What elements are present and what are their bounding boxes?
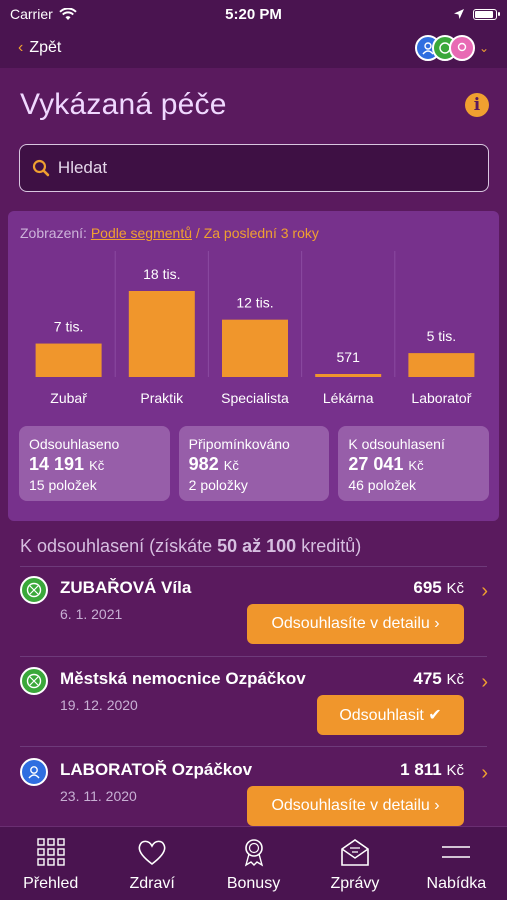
menu-icon xyxy=(442,846,471,858)
chart-bar[interactable] xyxy=(35,343,102,377)
bar-value-label: 5 tis. xyxy=(427,328,457,344)
profile-switcher[interactable]: ⌄ xyxy=(414,35,489,61)
back-label: Zpět xyxy=(29,39,62,56)
divider xyxy=(20,566,487,567)
detail-approve-button[interactable]: Odsouhlasíte v detailu › xyxy=(247,604,464,644)
item-date: 6. 1. 2021 xyxy=(60,606,123,622)
list-item[interactable]: LABORATOŘ Ozpáčkov 23. 11. 2020 1 811 Kč… xyxy=(0,758,507,848)
hospital-icon xyxy=(20,667,48,695)
search-icon xyxy=(32,159,50,177)
item-name: LABORATOŘ Ozpáčkov xyxy=(60,760,253,779)
search-input[interactable] xyxy=(57,158,476,178)
status-right xyxy=(327,8,500,20)
item-amount: 475 Kč xyxy=(413,669,464,688)
bar-value-label: 571 xyxy=(337,349,361,365)
nav-bar: ‹ Zpět ⌄ xyxy=(0,28,507,68)
tab-label: Zdraví xyxy=(129,875,175,892)
card-amount: 27 041 Kč xyxy=(348,454,424,474)
view-separator: / xyxy=(195,225,204,241)
summary-card-approved[interactable]: Odsouhlaseno 14 191 Kč 15 položek xyxy=(19,426,170,501)
chevron-left-icon: ‹ xyxy=(18,39,24,56)
summary-card-pending[interactable]: K odsouhlasení 27 041 Kč 46 položek xyxy=(338,426,490,501)
card-count: 46 položek xyxy=(348,477,417,493)
bar-value-label: 7 tis. xyxy=(54,319,84,335)
heart-icon xyxy=(138,840,166,866)
segments-chart: 7 tis. Zubař 18 tis. Praktik 12 tis. Speciali… xyxy=(22,251,488,411)
tab-label: Nabídka xyxy=(426,875,487,892)
list-item[interactable]: Městská nemocnice Ozpáčkov 19. 12. 2020 … xyxy=(0,667,507,757)
summary-cards: Odsouhlaseno 14 191 Kč 15 položek Připom… xyxy=(19,426,490,501)
page-title: Vykázaná péče xyxy=(20,88,227,121)
card-label: Připomínkováno xyxy=(188,436,290,452)
view-selector: Zobrazení: Podle segmentů / Za poslední … xyxy=(20,225,319,241)
location-icon xyxy=(454,9,464,19)
tooth-icon xyxy=(20,576,48,604)
list-item[interactable]: ZUBAŘOVÁ Víla 6. 1. 2021 695 Kč › Odsouh… xyxy=(0,576,507,666)
battery-icon xyxy=(473,8,500,20)
chevron-right-icon[interactable]: › xyxy=(481,580,488,602)
bar-value-label: 18 tis. xyxy=(143,266,180,282)
tab-bar: Přehled Zdraví Bonusy Zprávy Nabídka xyxy=(0,826,507,900)
card-count: 15 položek xyxy=(29,477,97,493)
item-date: 23. 11. 2020 xyxy=(60,788,137,804)
tab-bonusy[interactable]: Bonusy xyxy=(203,827,304,900)
card-label: Odsouhlaseno xyxy=(29,436,120,452)
divider xyxy=(20,746,487,747)
card-amount: 982 Kč xyxy=(188,454,239,474)
bar-category-label: Specialista xyxy=(221,390,289,406)
bar-category-label: Zubař xyxy=(50,390,87,406)
info-icon[interactable]: i xyxy=(465,93,489,117)
item-name: ZUBAŘOVÁ Víla xyxy=(60,578,192,597)
segment-link[interactable]: Podle segmentů xyxy=(90,225,193,241)
back-button[interactable]: ‹ Zpět xyxy=(18,39,61,57)
search-box xyxy=(19,144,489,192)
tab-zdravi[interactable]: Zdraví xyxy=(101,827,202,900)
bar-chart-svg: 7 tis. Zubař 18 tis. Praktik 12 tis. Speciali… xyxy=(35,251,475,406)
status-bar: Carrier 5:20 PM xyxy=(0,0,507,28)
tab-label: Zprávy xyxy=(330,875,380,892)
status-left: Carrier xyxy=(10,6,180,22)
tab-nabidka[interactable]: Nabídka xyxy=(406,827,507,900)
chart-bar[interactable] xyxy=(408,353,475,377)
chevron-down-icon: ⌄ xyxy=(478,41,489,55)
view-prefix: Zobrazení: xyxy=(20,225,87,241)
mail-icon xyxy=(341,839,369,866)
chevron-right-icon[interactable]: › xyxy=(481,762,488,784)
wifi-icon xyxy=(59,7,77,20)
chevron-right-icon[interactable]: › xyxy=(481,671,488,693)
grid-icon xyxy=(37,838,65,866)
chart-bar[interactable] xyxy=(128,291,195,377)
lab-icon xyxy=(20,758,48,786)
profile-avatar-3 xyxy=(448,35,475,61)
item-name: Městská nemocnice Ozpáčkov xyxy=(60,669,306,688)
status-time: 5:20 PM xyxy=(225,5,282,23)
section-header: K odsouhlasení (získáte 50 až 100 kredit… xyxy=(20,536,362,556)
card-amount: 14 191 Kč xyxy=(29,454,105,474)
summary-card-commented[interactable]: Připomínkováno 982 Kč 2 položky xyxy=(178,426,330,501)
divider xyxy=(20,656,487,657)
carrier-label: Carrier xyxy=(10,6,53,22)
bar-category-label: Laboratoř xyxy=(411,390,471,406)
approve-button[interactable]: Odsouhlasit ✔ xyxy=(317,695,464,735)
tab-label: Bonusy xyxy=(226,875,281,892)
card-label: K odsouhlasení xyxy=(348,436,445,452)
period-link[interactable]: Za poslední 3 roky xyxy=(203,225,319,241)
card-count: 2 položky xyxy=(188,477,248,493)
item-amount: 1 811 Kč xyxy=(400,760,464,779)
tab-label: Přehled xyxy=(23,875,79,892)
bar-category-label: Lékárna xyxy=(323,390,374,406)
bar-value-label: 12 tis. xyxy=(236,295,273,311)
detail-approve-button[interactable]: Odsouhlasíte v detailu › xyxy=(247,786,464,826)
bar-category-label: Praktik xyxy=(140,390,184,406)
item-amount: 695 Kč xyxy=(413,578,464,597)
tab-prehled[interactable]: Přehled xyxy=(0,827,101,900)
chart-bar[interactable] xyxy=(315,374,382,377)
medal-icon xyxy=(244,839,263,867)
item-date: 19. 12. 2020 xyxy=(60,697,138,713)
chart-bar[interactable] xyxy=(222,319,288,377)
chart-panel: Zobrazení: Podle segmentů / Za poslední … xyxy=(8,211,499,521)
tab-zpravy[interactable]: Zprávy xyxy=(304,827,405,900)
